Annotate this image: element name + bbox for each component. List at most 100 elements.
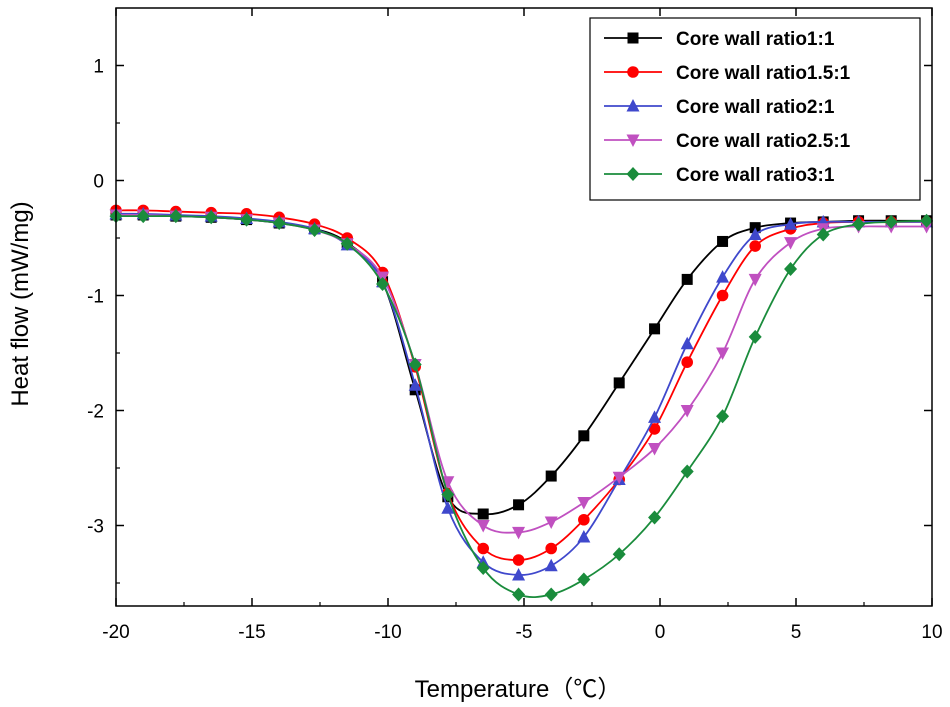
x-tick-label: -5 xyxy=(516,622,533,643)
data-point xyxy=(716,409,730,424)
data-point xyxy=(612,471,626,485)
data-point xyxy=(648,442,662,456)
data-point xyxy=(544,558,558,572)
data-point xyxy=(648,423,661,435)
y-tick-label: -1 xyxy=(87,287,104,308)
data-point xyxy=(612,547,626,562)
data-point xyxy=(204,210,218,225)
data-point xyxy=(681,356,693,369)
legend-marker xyxy=(627,32,639,44)
data-point xyxy=(578,430,590,442)
data-point xyxy=(748,273,762,287)
data-point xyxy=(748,329,762,344)
data-point xyxy=(476,520,490,533)
data-point xyxy=(920,213,934,228)
data-point xyxy=(680,405,694,418)
data-point xyxy=(680,464,694,479)
data-point xyxy=(136,209,150,224)
data-point xyxy=(512,526,526,540)
data-point xyxy=(477,542,490,555)
data-point xyxy=(340,236,354,251)
data-point xyxy=(308,222,322,237)
data-point xyxy=(577,572,591,587)
x-tick-label: -20 xyxy=(102,622,129,643)
legend-label: Core wall ratio1:1 xyxy=(676,29,835,50)
data-point xyxy=(884,214,898,229)
legend-item: Core wall ratio2.5:1 xyxy=(604,131,851,152)
x-tick-label: -10 xyxy=(374,622,401,643)
data-point xyxy=(749,240,761,252)
legend-marker xyxy=(626,99,640,112)
x-axis-title: Temperature（℃） xyxy=(415,676,622,703)
series-3 xyxy=(109,206,934,581)
y-tick-label: 1 xyxy=(93,57,104,78)
data-point xyxy=(544,516,558,530)
data-point xyxy=(648,410,662,423)
legend-item: Core wall ratio1.5:1 xyxy=(604,63,851,84)
data-point xyxy=(476,561,490,576)
legend-item: Core wall ratio1:1 xyxy=(604,29,835,50)
data-point xyxy=(545,542,557,555)
data-point xyxy=(578,513,590,526)
data-point xyxy=(681,273,693,285)
data-point xyxy=(716,347,730,360)
series-4 xyxy=(109,209,934,540)
data-point xyxy=(512,554,525,566)
plot-area xyxy=(109,204,934,602)
data-point xyxy=(613,377,625,389)
data-point xyxy=(680,336,694,350)
legend-marker xyxy=(626,134,640,147)
legend-label: Core wall ratio3:1 xyxy=(676,165,835,186)
legend-item: Core wall ratio3:1 xyxy=(604,165,835,186)
data-point xyxy=(784,237,798,250)
series-line xyxy=(115,212,927,576)
x-tick-label: 0 xyxy=(655,622,666,643)
y-tick-label: -2 xyxy=(87,402,104,423)
x-tick-label: -15 xyxy=(238,622,265,643)
data-point xyxy=(816,227,830,242)
y-tick-label: 0 xyxy=(93,172,104,193)
data-point xyxy=(441,476,455,489)
data-point xyxy=(544,587,558,602)
series-line xyxy=(115,214,927,516)
series-line xyxy=(115,214,927,534)
data-point xyxy=(169,209,183,224)
data-point xyxy=(748,227,762,241)
x-tick-label: 5 xyxy=(791,622,802,643)
y-tick-label: -3 xyxy=(87,517,104,538)
legend-label: Core wall ratio2.5:1 xyxy=(676,131,851,152)
data-point xyxy=(512,567,526,581)
data-point xyxy=(649,323,661,335)
series-1 xyxy=(110,209,933,520)
y-axis-title: Heat flow (mW/mg) xyxy=(7,201,34,406)
legend-label: Core wall ratio2:1 xyxy=(676,97,835,118)
data-point xyxy=(513,499,525,511)
data-point xyxy=(441,501,455,514)
series-2 xyxy=(110,204,933,566)
data-point xyxy=(716,270,730,283)
data-point xyxy=(545,470,557,482)
data-point xyxy=(512,587,526,602)
data-point xyxy=(852,217,866,232)
data-point xyxy=(408,378,422,391)
legend: Core wall ratio1:1 Core wall ratio1.5:1 Co… xyxy=(589,17,921,201)
data-point xyxy=(648,510,662,525)
data-point xyxy=(408,357,422,372)
legend-item: Core wall ratio2:1 xyxy=(604,97,835,118)
legend-marker xyxy=(626,167,640,181)
data-point xyxy=(477,508,489,520)
x-tick-label: 10 xyxy=(921,622,942,643)
legend-marker xyxy=(627,66,639,78)
data-point xyxy=(784,217,798,230)
data-point xyxy=(784,262,798,277)
data-point xyxy=(716,289,729,302)
legend-box xyxy=(589,17,921,201)
data-point xyxy=(717,235,729,247)
data-point xyxy=(577,497,591,510)
data-point xyxy=(376,277,390,291)
series-line xyxy=(116,215,927,598)
data-point xyxy=(577,530,591,543)
series-5 xyxy=(109,209,934,602)
